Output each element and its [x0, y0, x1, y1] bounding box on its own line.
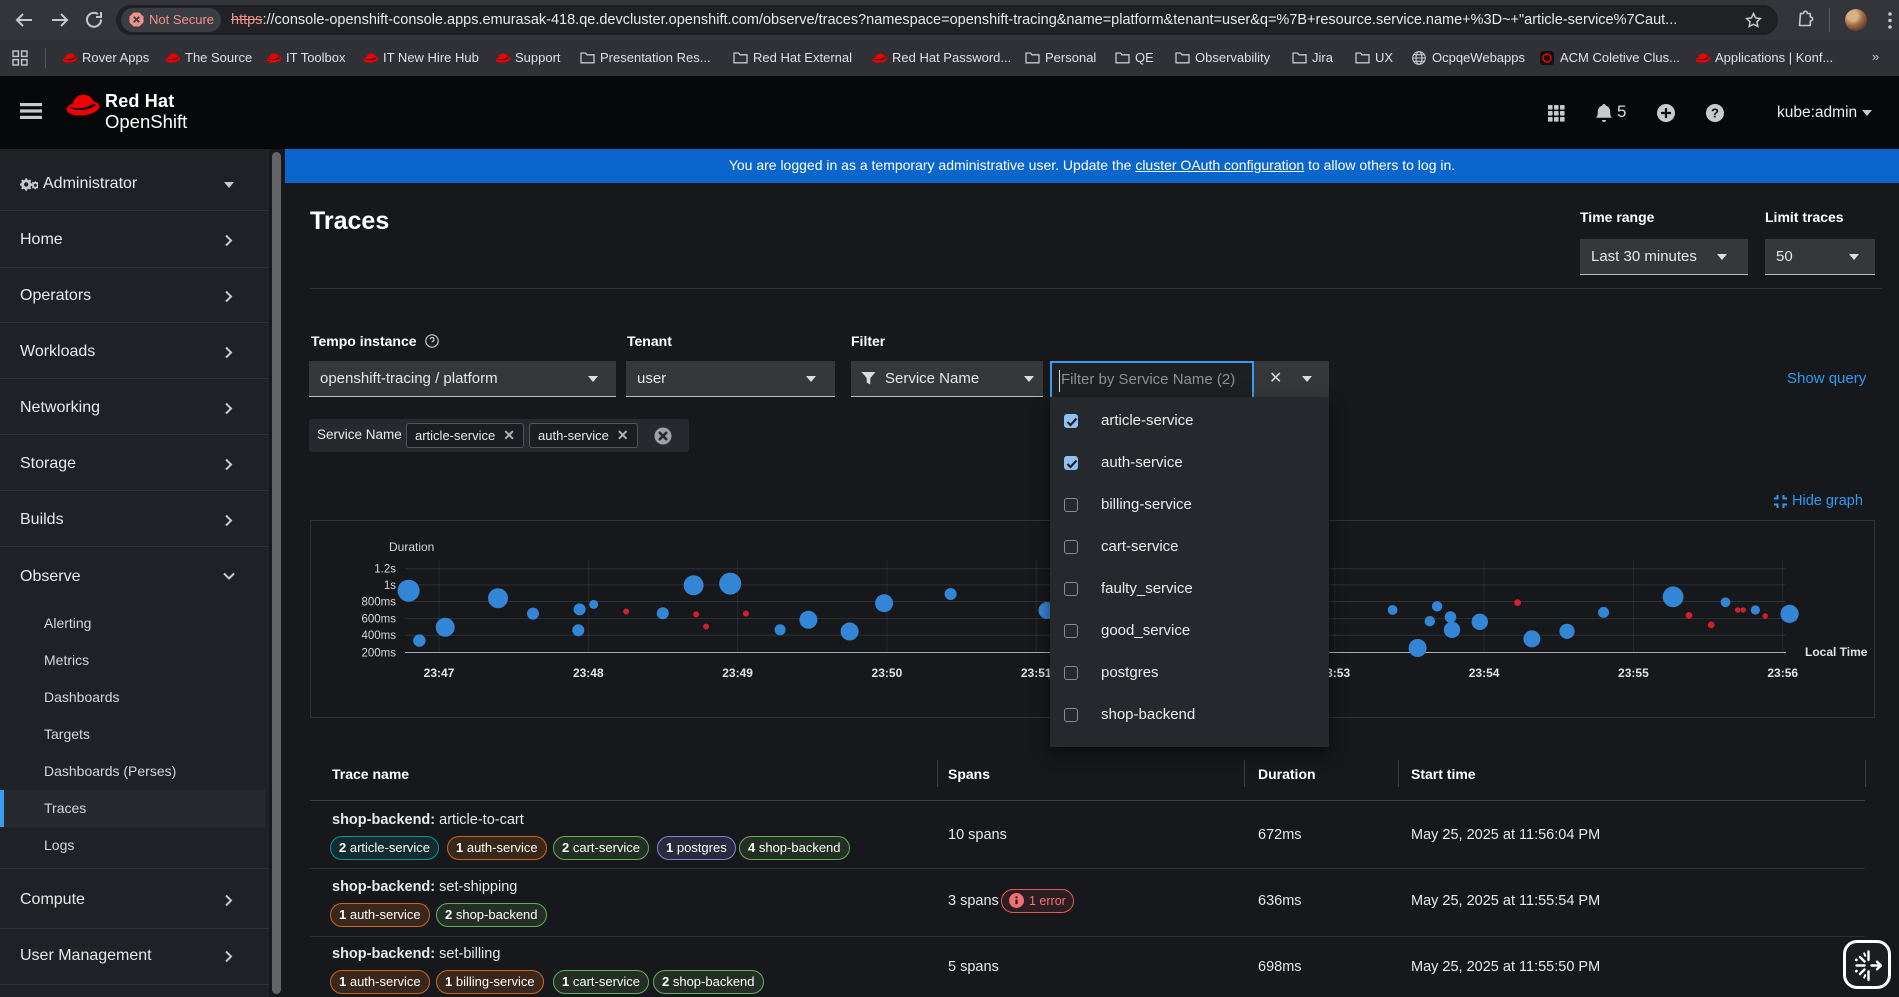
- svg-text:23:56: 23:56: [1767, 666, 1798, 680]
- svg-text:800ms: 800ms: [361, 597, 396, 609]
- svg-text:200ms: 200ms: [361, 647, 396, 659]
- svg-text:Local Time: Local Time: [1805, 645, 1868, 659]
- svg-text:23:47: 23:47: [424, 666, 455, 680]
- svg-text:400ms: 400ms: [361, 630, 396, 642]
- svg-text:23:54: 23:54: [1469, 666, 1500, 680]
- svg-text:1.2s: 1.2s: [374, 564, 396, 576]
- svg-text:1s: 1s: [384, 580, 396, 592]
- svg-text:?: ?: [1711, 106, 1719, 121]
- svg-text:23:50: 23:50: [872, 666, 903, 680]
- svg-text:23:49: 23:49: [722, 666, 753, 680]
- svg-text:23:51: 23:51: [1021, 666, 1052, 680]
- svg-text:23:55: 23:55: [1618, 666, 1649, 680]
- svg-text:23:48: 23:48: [573, 666, 604, 680]
- svg-text:Duration: Duration: [389, 540, 434, 554]
- svg-text:600ms: 600ms: [361, 614, 396, 626]
